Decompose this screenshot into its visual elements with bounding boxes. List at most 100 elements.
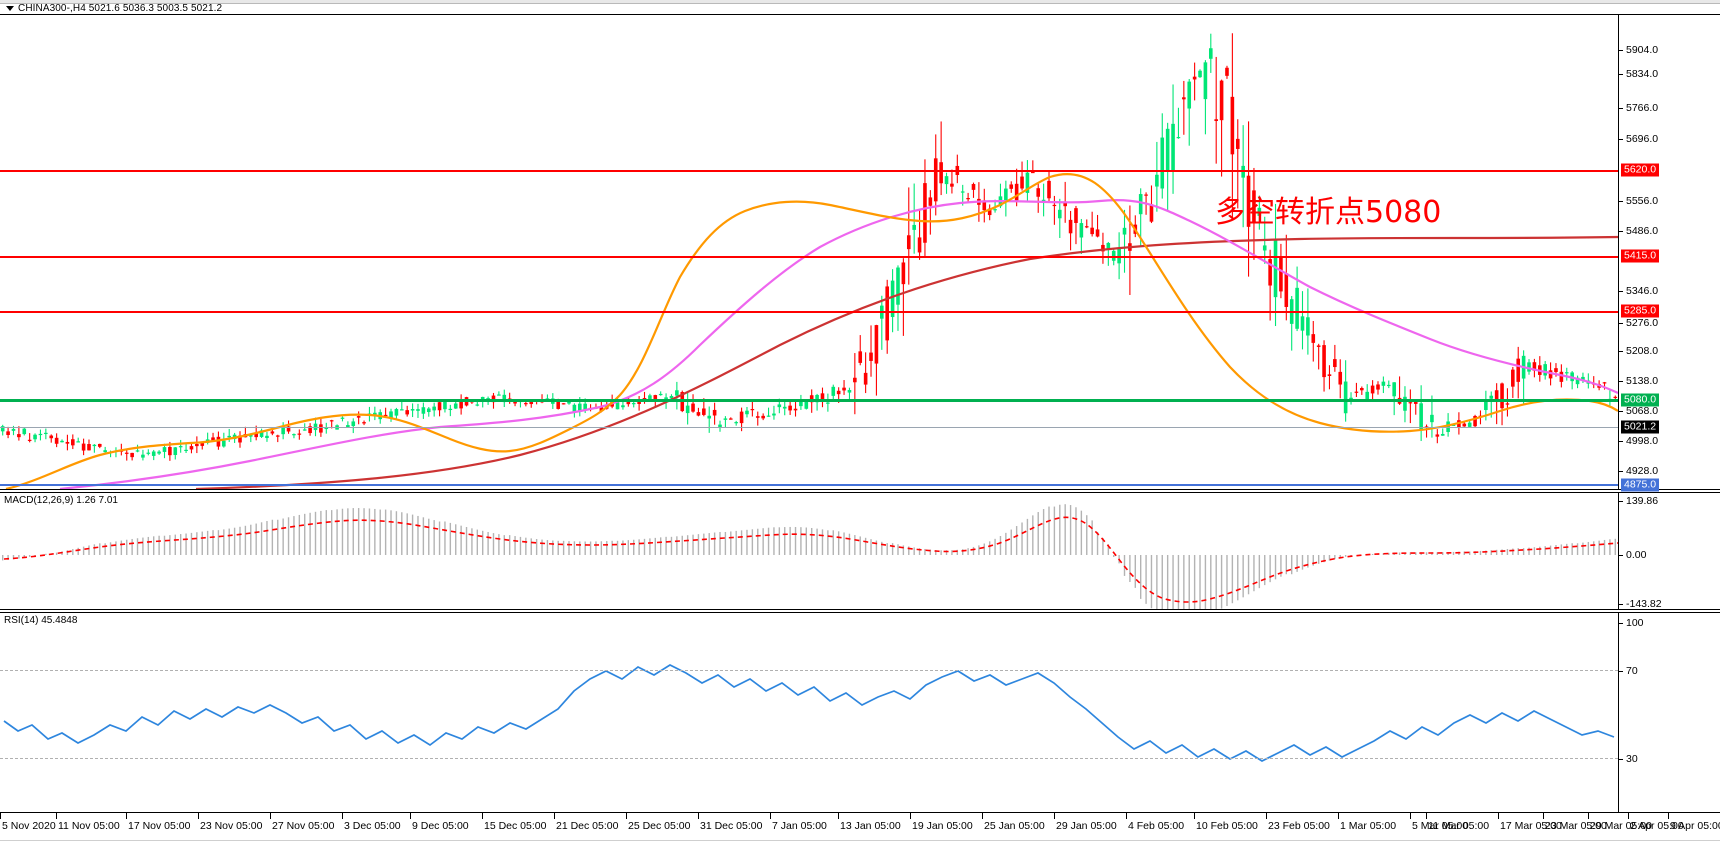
price-tick xyxy=(1619,471,1623,472)
price-tick-label: 5276.0 xyxy=(1626,317,1659,329)
price-tick xyxy=(1619,351,1623,352)
level-line-5620 xyxy=(0,170,1618,172)
price-tick-label: 5904.0 xyxy=(1626,44,1659,56)
level-line-5285 xyxy=(0,311,1618,313)
macd-tick-label: 139.86 xyxy=(1626,495,1659,507)
time-tick-label: 23 Feb 05:00 xyxy=(1268,820,1330,832)
price-tick-label: 5068.0 xyxy=(1626,405,1659,417)
time-tick-label: 15 Dec 05:00 xyxy=(484,820,547,832)
time-tick xyxy=(698,813,699,819)
price-tick xyxy=(1619,50,1623,51)
price-tick xyxy=(1619,139,1623,140)
price-tick-label: 4998.0 xyxy=(1626,435,1659,447)
time-tick xyxy=(1266,813,1267,819)
price-tick xyxy=(1619,291,1623,292)
price-axis[interactable]: 5904.0 5834.0 5766.0 5696.0 5556.0 5486.0 5346… xyxy=(1619,15,1720,505)
time-tick-label: 11 Nov 05:00 xyxy=(58,820,120,832)
time-tick xyxy=(770,813,771,819)
time-tick xyxy=(1498,813,1499,819)
time-tick-label: 3 Dec 05:00 xyxy=(344,820,401,832)
macd-tick xyxy=(1619,555,1623,556)
level-line-5415 xyxy=(0,256,1618,258)
time-tick xyxy=(342,813,343,819)
price-badge-5415-0[interactable]: 5415.0 xyxy=(1621,249,1660,263)
time-tick-label: 5 Mar 05:00 xyxy=(1412,820,1469,832)
time-tick xyxy=(1426,813,1427,819)
time-tick-label: 4 Feb 05:00 xyxy=(1128,820,1185,832)
rsi-caption: RSI(14) 45.4848 xyxy=(4,615,78,626)
titlebar-strip xyxy=(0,0,1720,4)
price-axis-line xyxy=(1618,15,1619,489)
time-tick-label: 9 Apr 05:00 xyxy=(1670,820,1720,832)
price-badge-5620-0[interactable]: 5620.0 xyxy=(1621,163,1660,177)
time-tick xyxy=(982,813,983,819)
price-tick xyxy=(1619,74,1623,75)
time-tick-label: 27 Nov 05:00 xyxy=(272,820,335,832)
price-tick xyxy=(1619,108,1623,109)
macd-tick xyxy=(1619,501,1623,502)
time-tick-label: 19 Jan 05:00 xyxy=(912,820,973,832)
time-tick xyxy=(482,813,483,819)
time-tick xyxy=(270,813,271,819)
time-tick xyxy=(1338,813,1339,819)
time-tick-label: 11 Mar 05:00 xyxy=(1428,820,1490,832)
price-badge-5080-0[interactable]: 5080.0 xyxy=(1621,393,1660,407)
macd-axis[interactable]: 139.86 0.00 -143.82 xyxy=(1619,493,1720,610)
level-line-4875 xyxy=(0,484,1618,486)
price-tick xyxy=(1619,231,1623,232)
macd-tick-label: 0.00 xyxy=(1626,549,1647,561)
macd-pane[interactable]: MACD(12,26,9) 1.26 7.01 139.86 0.00 -143.8… xyxy=(0,492,1720,610)
rsi-svg xyxy=(3,664,1615,762)
rsi-tick xyxy=(1619,671,1623,672)
price-badge-5021-2[interactable]: 5021.2 xyxy=(1621,420,1660,434)
rsi-axis[interactable]: 100 70 30 xyxy=(1619,613,1720,812)
rsi-plot-area[interactable]: RSI(14) 45.4848 xyxy=(0,613,1618,812)
caret-down-icon[interactable] xyxy=(6,6,14,11)
price-tick xyxy=(1619,411,1623,412)
time-tick-label: 9 Dec 05:00 xyxy=(412,820,469,832)
time-tick-label: 23 Nov 05:00 xyxy=(200,820,263,832)
time-tick xyxy=(1054,813,1055,819)
rsi-tick xyxy=(1619,623,1623,624)
time-tick xyxy=(910,813,911,819)
annotation-text: 多空转折点5080 xyxy=(1215,195,1442,230)
price-tick-label: 5834.0 xyxy=(1626,68,1659,80)
price-badge-5285-0[interactable]: 5285.0 xyxy=(1621,304,1660,318)
price-tick-label: 5138.0 xyxy=(1626,375,1659,387)
time-tick-label: 5 Nov 2020 xyxy=(2,820,56,832)
price-tick xyxy=(1619,323,1623,324)
time-axis[interactable]: 5 Nov 2020 11 Nov 05:00 17 Nov 05:00 23 Nov… xyxy=(0,813,1720,841)
price-tick-label: 5556.0 xyxy=(1626,195,1659,207)
price-tick xyxy=(1619,201,1623,202)
time-tick-label: 25 Jan 05:00 xyxy=(984,820,1045,832)
price-tick-label: 5208.0 xyxy=(1626,345,1659,357)
time-tick xyxy=(1543,813,1544,819)
price-pane[interactable]: 多空转折点5080 5904.0 5834.0 5766.0 5696.0 5556.0… xyxy=(0,15,1720,505)
macd-svg xyxy=(1,504,1618,609)
time-tick xyxy=(1588,813,1589,819)
time-tick xyxy=(198,813,199,819)
rsi-level-70 xyxy=(0,670,1618,671)
time-tick-label: 17 Mar 05:00 xyxy=(1500,820,1562,832)
macd-plot-area[interactable]: MACD(12,26,9) 1.26 7.01 xyxy=(0,493,1618,609)
time-tick-label: 21 Dec 05:00 xyxy=(556,820,619,832)
symbol-ohlc-label: CHINA300-,H4 5021.6 5036.3 5003.5 5021.2 xyxy=(18,3,223,14)
time-tick xyxy=(1126,813,1127,819)
price-plot-area[interactable]: 多空转折点5080 xyxy=(0,15,1618,489)
macd-caption: MACD(12,26,9) 1.26 7.01 xyxy=(4,495,118,506)
time-tick xyxy=(0,813,1,819)
rsi-pane[interactable]: RSI(14) 45.4848 100 70 30 xyxy=(0,612,1720,813)
time-tick-label: 2 Apr 05:00 xyxy=(1630,820,1684,832)
price-candles-svg xyxy=(0,33,1618,489)
time-tick xyxy=(1410,813,1411,819)
rsi-level-30 xyxy=(0,758,1618,759)
time-tick xyxy=(1194,813,1195,819)
price-badge-4875-0[interactable]: 4875.0 xyxy=(1621,478,1660,492)
time-tick xyxy=(126,813,127,819)
rsi-tick xyxy=(1619,759,1623,760)
rsi-tick-label: 30 xyxy=(1626,753,1638,765)
time-tick xyxy=(554,813,555,819)
price-tick-label: 5696.0 xyxy=(1626,133,1659,145)
price-tick-label: 4928.0 xyxy=(1626,465,1659,477)
macd-tick xyxy=(1619,604,1623,605)
